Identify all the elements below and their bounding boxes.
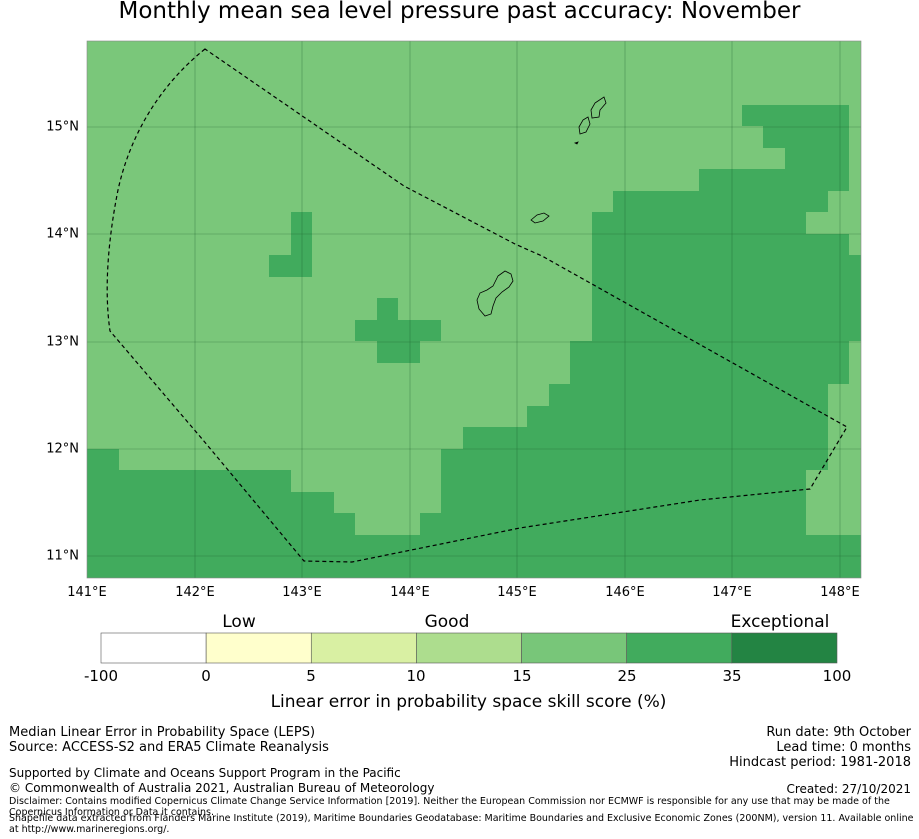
lon-tick: 141°E — [67, 585, 107, 600]
colorbar-category-low: Low — [222, 612, 256, 632]
lead-time: Lead time: 0 months — [776, 740, 911, 755]
lat-tick: 11°N — [46, 548, 79, 564]
shapefile-credit: Shapefile data extracted from Flanders M… — [9, 813, 914, 835]
skill-cell-25-35 — [463, 427, 828, 449]
skill-cell-25-35 — [269, 255, 312, 277]
skill-cell-25-35 — [441, 449, 828, 470]
map-frame — [86, 40, 862, 579]
skill-cell-25-35 — [87, 513, 355, 535]
lon-tick: 148°E — [820, 585, 860, 600]
skill-cell-25-35 — [377, 341, 420, 363]
lon-tick: 143°E — [282, 585, 322, 600]
skill-cell-25-35 — [377, 298, 398, 320]
eez-boundary — [106, 48, 848, 563]
colorbar-tick: 0 — [201, 667, 211, 685]
skill-cell-25-35 — [785, 148, 849, 169]
island-saipan — [590, 96, 607, 119]
colorbar-segment — [731, 632, 838, 664]
lon-tick: 147°E — [712, 585, 752, 600]
support-text: Supported by Climate and Oceans Support … — [9, 766, 401, 780]
lat-tick: 12°N — [46, 441, 79, 457]
run-date: Run date: 9th October — [766, 725, 911, 740]
island-tinian — [578, 116, 591, 135]
skill-cell-25-35 — [613, 191, 828, 212]
colorbar-segment — [310, 632, 417, 664]
skill-grid — [87, 41, 861, 578]
colorbar-tick: 5 — [306, 667, 316, 685]
skill-cell-25-35 — [87, 535, 420, 578]
source-text: Source: ACCESS-S2 and ERA5 Climate Reana… — [9, 740, 329, 755]
colorbar-tick: 100 — [822, 667, 852, 685]
skill-cell-25-35 — [87, 470, 291, 492]
lon-tick: 146°E — [605, 585, 645, 600]
colorbar-segment — [205, 632, 312, 664]
lat-tick: 13°N — [46, 334, 79, 350]
skill-cell-25-35 — [570, 341, 849, 384]
skill-cell-25-35 — [355, 320, 441, 341]
skill-cell-25-35 — [699, 169, 849, 191]
skill-cell-25-35 — [420, 535, 861, 578]
skill-cell-25-35 — [420, 513, 806, 535]
method-text: Median Linear Error in Probability Space… — [9, 725, 316, 740]
skill-cell-25-35 — [549, 384, 828, 406]
graticule — [87, 41, 861, 578]
lon-tick: 142°E — [175, 585, 215, 600]
skill-cell-25-35 — [291, 212, 312, 255]
copyright-text: © Commonwealth of Australia 2021, Austra… — [9, 781, 435, 795]
lon-tick: 145°E — [497, 585, 537, 600]
skill-cell-25-35 — [527, 406, 828, 427]
island-outlines — [476, 96, 607, 317]
skill-cell-25-35 — [87, 492, 334, 513]
colorbar-tick: 25 — [617, 667, 637, 685]
chart-title: Monthly mean sea level pressure past acc… — [118, 0, 801, 24]
colorbar-category-exceptional: Exceptional — [730, 612, 830, 632]
skill-cell-25-35 — [592, 212, 806, 234]
colorbar-tick: -100 — [83, 667, 119, 685]
island-rota — [530, 212, 550, 224]
lon-tick: 144°E — [390, 585, 430, 600]
colorbar-label: Linear error in probability space skill … — [270, 692, 667, 712]
colorbar-category-good: Good — [424, 612, 470, 632]
skill-cell-25-35 — [763, 126, 849, 148]
skill-cell-25-35 — [592, 255, 861, 341]
skill-cell-25-35 — [441, 470, 806, 513]
island-aguijan — [573, 141, 579, 145]
lat-tick: 15°N — [46, 119, 79, 135]
skill-cell-25-35 — [742, 105, 849, 126]
island-guam — [476, 270, 514, 317]
skill-cell-25-35 — [87, 449, 119, 470]
colorbar-tick: 35 — [722, 667, 742, 685]
colorbar-segment — [100, 632, 207, 664]
lat-tick: 14°N — [46, 226, 79, 242]
colorbar-segment — [626, 632, 733, 664]
colorbar-segment — [521, 632, 627, 664]
disclaimer-text: Disclaimer: Contains modified Copernicus… — [9, 796, 890, 818]
colorbar-tick: 15 — [512, 667, 532, 685]
colorbar-tick: 10 — [406, 667, 426, 685]
hindcast-period: Hindcast period: 1981-2018 — [729, 755, 911, 770]
colorbar — [100, 632, 838, 664]
created-date: Created: 27/10/2021 — [786, 782, 911, 796]
skill-cell-25-35 — [592, 234, 849, 255]
colorbar-segment — [416, 632, 522, 664]
